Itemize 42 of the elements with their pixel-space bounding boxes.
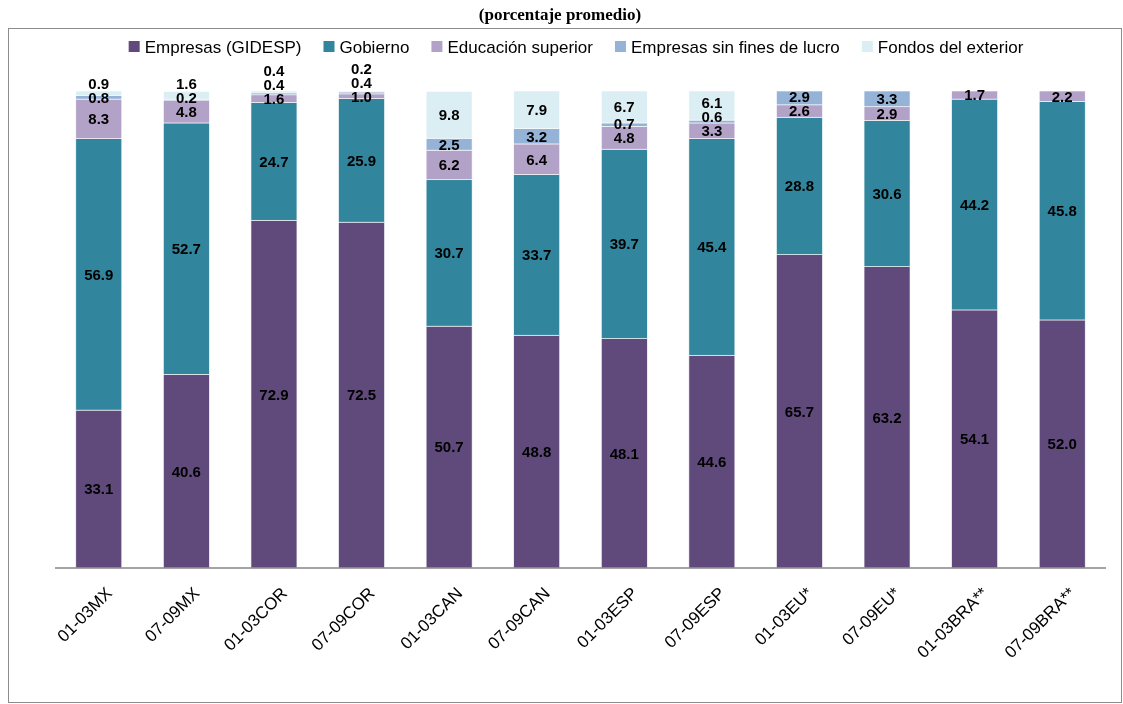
data-label: 3.2 — [526, 127, 548, 145]
data-label: 30.6 — [872, 184, 902, 202]
data-label: 54.1 — [960, 430, 990, 448]
data-label: 8.3 — [88, 110, 110, 128]
data-label: 33.7 — [522, 246, 552, 264]
data-label: 40.6 — [171, 462, 201, 480]
data-label: 2.5 — [438, 135, 460, 153]
data-label: 50.7 — [434, 438, 464, 456]
data-label: 2.2 — [1051, 87, 1073, 105]
chart-title: (porcentaje promedio) — [478, 5, 642, 24]
data-label: 1.7 — [964, 86, 986, 104]
data-label: 9.8 — [438, 106, 460, 124]
data-label: 48.1 — [609, 444, 639, 462]
data-label: 2.9 — [876, 105, 898, 123]
data-label: 33.1 — [84, 480, 114, 498]
data-label: 63.2 — [872, 408, 902, 426]
legend-label: Gobierno — [339, 37, 410, 57]
data-label: 24.7 — [259, 152, 289, 170]
data-label: 6.7 — [613, 98, 635, 116]
data-label: 7.9 — [526, 101, 548, 119]
data-label: 56.9 — [84, 265, 114, 283]
data-label: 28.8 — [784, 177, 815, 195]
data-label: 25.9 — [346, 151, 377, 169]
legend-label: Educación superior — [447, 37, 594, 57]
data-label: 45.4 — [697, 238, 728, 256]
legend-label: Fondos del exterior — [877, 37, 1024, 57]
data-label: 52.7 — [171, 240, 201, 258]
data-label: 52.0 — [1047, 435, 1077, 453]
data-label: 65.7 — [784, 402, 815, 420]
data-label: 6.2 — [438, 156, 460, 174]
data-label: 44.2 — [960, 195, 990, 213]
data-label: 30.7 — [434, 244, 464, 262]
data-label: 72.9 — [259, 385, 289, 403]
data-label: 72.5 — [346, 386, 377, 404]
data-label: 44.6 — [697, 453, 727, 471]
legend-label: Empresas (GIDESP) — [144, 37, 302, 57]
legend-label: Empresas sin fines de lucro — [630, 37, 840, 57]
data-label: 6.4 — [526, 150, 548, 168]
data-label: 39.7 — [609, 235, 639, 253]
data-label: 48.8 — [522, 443, 552, 461]
data-label: 3.3 — [876, 90, 898, 108]
data-label: 45.8 — [1047, 202, 1077, 220]
